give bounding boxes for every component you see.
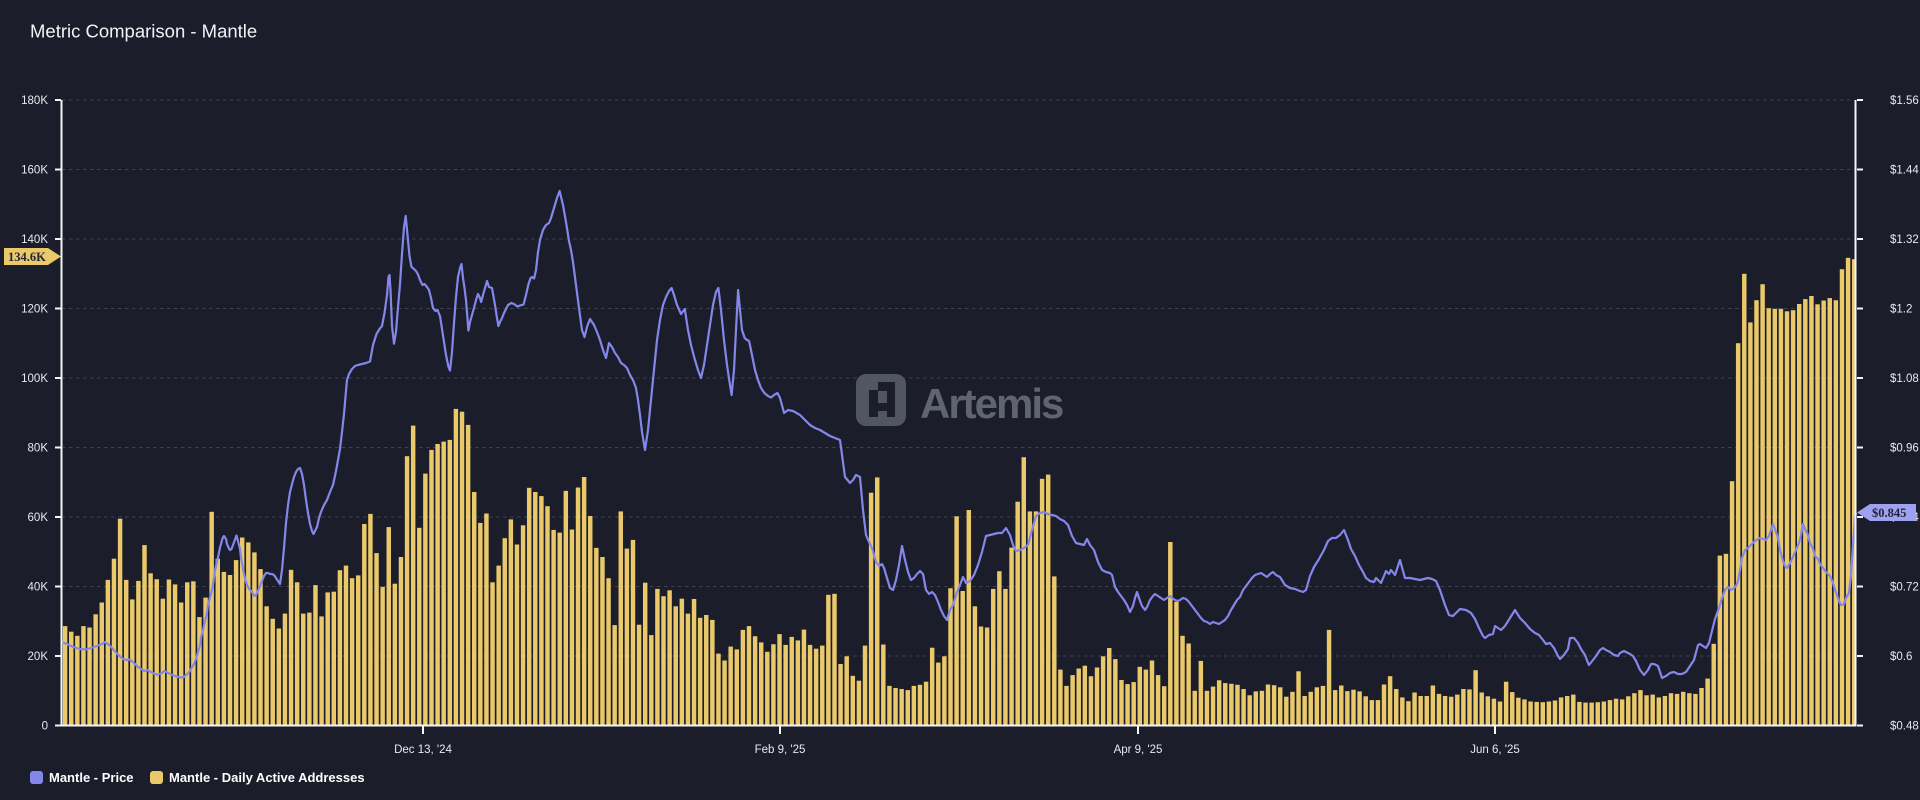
svg-text:$1.08: $1.08 <box>1890 373 1919 385</box>
svg-text:60K: 60K <box>28 512 49 524</box>
svg-text:80K: 80K <box>28 443 49 455</box>
svg-text:140K: 140K <box>21 234 48 246</box>
svg-text:$0.6: $0.6 <box>1890 651 1912 663</box>
svg-text:$0.845: $0.845 <box>1872 506 1906 520</box>
svg-text:Metric Comparison - Mantle: Metric Comparison - Mantle <box>30 21 257 42</box>
svg-text:Mantle - Daily Active Addresse: Mantle - Daily Active Addresses <box>169 770 365 785</box>
svg-text:$0.48: $0.48 <box>1890 721 1919 733</box>
svg-text:Artemis: Artemis <box>920 380 1063 427</box>
svg-text:40K: 40K <box>28 582 49 594</box>
svg-text:$1.44: $1.44 <box>1890 165 1919 177</box>
svg-text:$0.72: $0.72 <box>1890 582 1919 594</box>
svg-text:$1.56: $1.56 <box>1890 95 1919 107</box>
svg-text:Mantle - Price: Mantle - Price <box>49 770 134 785</box>
svg-text:$1.2: $1.2 <box>1890 304 1912 316</box>
svg-text:$0.96: $0.96 <box>1890 443 1919 455</box>
svg-text:0: 0 <box>42 721 48 733</box>
svg-text:20K: 20K <box>28 651 49 663</box>
svg-text:180K: 180K <box>21 95 48 107</box>
svg-text:100K: 100K <box>21 373 48 385</box>
svg-text:Feb 9, '25: Feb 9, '25 <box>755 744 806 756</box>
svg-text:120K: 120K <box>21 304 48 316</box>
svg-text:134.6K: 134.6K <box>8 250 46 264</box>
svg-text:160K: 160K <box>21 165 48 177</box>
svg-text:$1.32: $1.32 <box>1890 234 1919 246</box>
svg-text:Dec 13, '24: Dec 13, '24 <box>394 744 452 756</box>
svg-text:Jun 6, '25: Jun 6, '25 <box>1470 744 1520 756</box>
svg-text:Apr 9, '25: Apr 9, '25 <box>1114 744 1163 756</box>
